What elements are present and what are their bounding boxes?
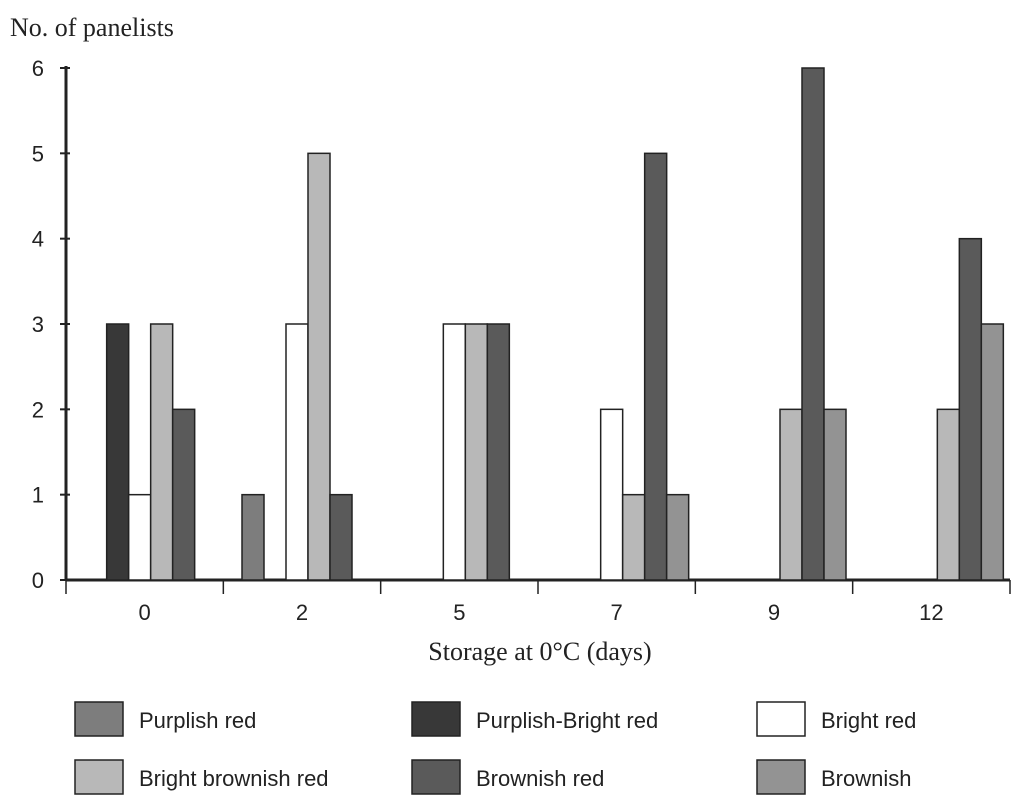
y-tick-label: 0 (32, 568, 44, 593)
bar (442, 323, 467, 581)
x-tick-label: 7 (611, 600, 623, 625)
x-tick-label: 12 (919, 600, 943, 625)
bar (171, 408, 196, 581)
y-tick-label: 5 (32, 141, 44, 166)
bar (241, 493, 265, 581)
x-tick-label: 9 (768, 600, 780, 625)
y-tick-label: 2 (32, 397, 44, 422)
bar (599, 408, 624, 581)
legend-label: Bright brownish red (139, 766, 329, 791)
legend-swatch (756, 701, 806, 737)
legend-swatch (756, 759, 806, 795)
legend-label: Brownish (821, 766, 911, 791)
bar (105, 323, 130, 581)
legend-swatch (411, 759, 461, 795)
y-tick-label: 3 (32, 312, 44, 337)
legend-label: Purplish red (139, 708, 256, 733)
bar (779, 408, 803, 581)
bar (621, 493, 646, 581)
legend-label: Brownish red (476, 766, 604, 791)
y-tick-label: 1 (32, 483, 44, 508)
bar (307, 152, 331, 581)
bar (329, 493, 353, 581)
legend-label: Purplish-Bright red (476, 708, 658, 733)
y-tick-label: 4 (32, 227, 44, 252)
legend-swatch (74, 759, 124, 795)
bar (665, 493, 690, 581)
bar (149, 323, 174, 581)
bar (127, 493, 152, 581)
x-axis-title: Storage at 0°C (days) (428, 637, 651, 666)
bar (643, 152, 668, 581)
y-tick-label: 6 (32, 56, 44, 81)
x-tick-label: 2 (296, 600, 308, 625)
x-tick-label: 0 (139, 600, 151, 625)
bar (958, 237, 983, 581)
bar (823, 408, 847, 581)
bar (464, 323, 489, 581)
bar (936, 408, 961, 581)
legend-label: Bright red (821, 708, 916, 733)
legend-swatch (74, 701, 124, 737)
bar (980, 323, 1005, 581)
legend-swatch (411, 701, 461, 737)
bar (801, 67, 825, 581)
bar (486, 323, 511, 581)
x-tick-label: 5 (453, 600, 465, 625)
bar (285, 323, 309, 581)
y-axis-title: No. of panelists (10, 13, 174, 42)
